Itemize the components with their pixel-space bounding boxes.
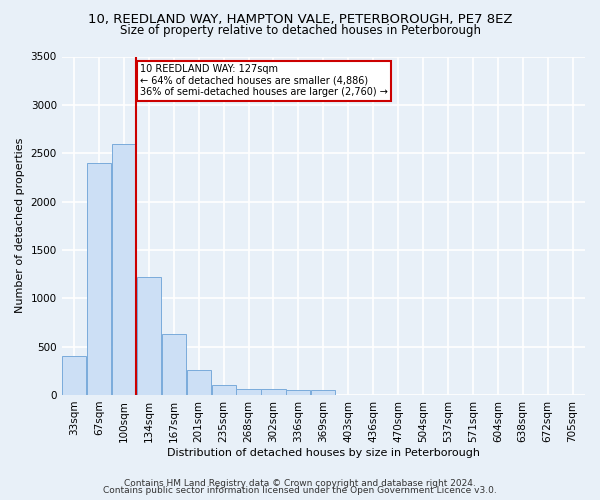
Bar [162, 334, 186, 395]
Bar [87, 163, 111, 395]
X-axis label: Distribution of detached houses by size in Peterborough: Distribution of detached houses by size … [167, 448, 480, 458]
Bar [187, 370, 211, 395]
Bar [62, 356, 86, 395]
Text: Contains public sector information licensed under the Open Government Licence v3: Contains public sector information licen… [103, 486, 497, 495]
Bar [311, 390, 335, 395]
Bar [262, 388, 286, 395]
Bar [212, 386, 236, 395]
Bar [137, 277, 161, 395]
Text: 10 REEDLAND WAY: 127sqm
← 64% of detached houses are smaller (4,886)
36% of semi: 10 REEDLAND WAY: 127sqm ← 64% of detache… [140, 64, 388, 98]
Text: 10, REEDLAND WAY, HAMPTON VALE, PETERBOROUGH, PE7 8EZ: 10, REEDLAND WAY, HAMPTON VALE, PETERBOR… [88, 12, 512, 26]
Bar [286, 390, 310, 395]
Y-axis label: Number of detached properties: Number of detached properties [15, 138, 25, 314]
Bar [112, 144, 136, 395]
Text: Size of property relative to detached houses in Peterborough: Size of property relative to detached ho… [119, 24, 481, 37]
Text: Contains HM Land Registry data © Crown copyright and database right 2024.: Contains HM Land Registry data © Crown c… [124, 478, 476, 488]
Bar [236, 388, 260, 395]
